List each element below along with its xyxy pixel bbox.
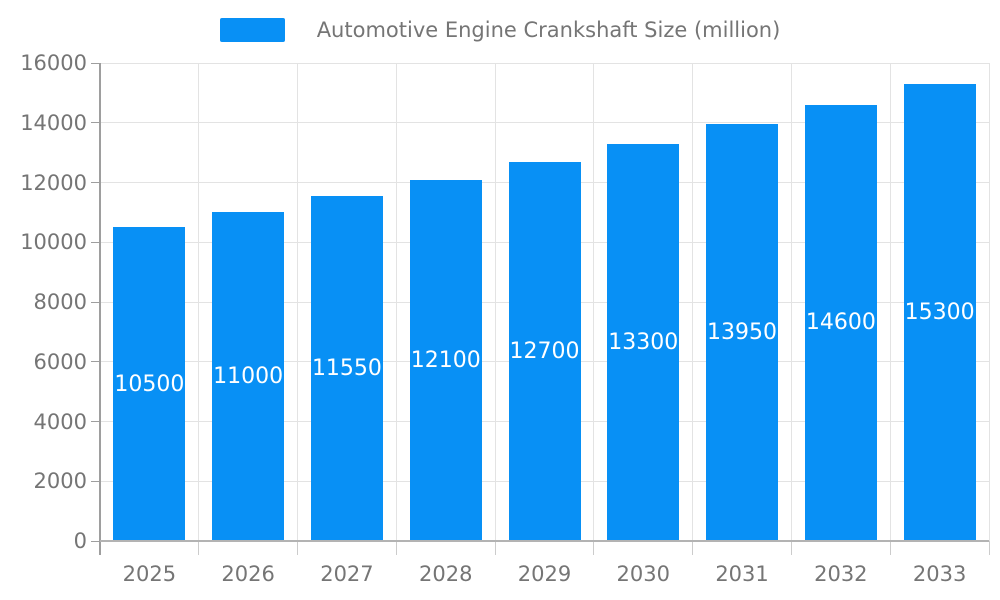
x-axis-tick-label: 2032 xyxy=(814,562,868,586)
bar-2026[interactable]: 11000 xyxy=(212,212,285,541)
y-axis-tick xyxy=(91,62,100,64)
bar-2028[interactable]: 12100 xyxy=(409,179,482,541)
y-axis-tick-label: 2000 xyxy=(33,469,87,494)
grid-line-horizontal xyxy=(100,122,989,124)
y-axis-tick-label: 8000 xyxy=(33,290,87,314)
x-axis-tick xyxy=(494,541,496,555)
y-axis-tick-label: 14000 xyxy=(20,110,87,135)
x-axis-tick-label: 2029 xyxy=(517,562,572,586)
grid-line-vertical xyxy=(692,63,694,541)
bar-value-label: 12700 xyxy=(509,338,580,364)
x-axis-tick-label: 2025 xyxy=(122,562,177,586)
x-axis-line xyxy=(100,540,989,542)
y-axis-tick xyxy=(91,182,100,183)
grid-line-vertical xyxy=(494,63,496,541)
bar-value-label: 13950 xyxy=(707,320,778,346)
x-axis-tick xyxy=(297,541,299,555)
bar-2027[interactable]: 11550 xyxy=(310,195,383,541)
x-axis-tick xyxy=(889,541,891,555)
bar-value-label: 11000 xyxy=(213,364,284,390)
y-axis-tick-label: 4000 xyxy=(33,409,87,434)
bar-value-label: 12100 xyxy=(410,347,481,373)
y-axis-line xyxy=(99,63,101,555)
bar-value-label: 15300 xyxy=(904,299,975,325)
legend: Automotive Engine Crankshaft Size (milli… xyxy=(0,18,1000,42)
x-axis-tick-label: 2033 xyxy=(912,562,967,586)
grid-line-vertical xyxy=(198,63,200,541)
x-axis-tick-label: 2031 xyxy=(715,562,769,586)
y-axis-tick-label: 0 xyxy=(73,529,87,553)
y-axis-tick xyxy=(91,301,100,303)
x-axis-tick xyxy=(593,541,595,555)
bar-value-label: 10500 xyxy=(114,371,185,397)
y-axis-tick-label: 6000 xyxy=(33,349,87,374)
bar-2025[interactable]: 10500 xyxy=(113,227,186,541)
bar-2031[interactable]: 13950 xyxy=(706,124,779,541)
grid-line-vertical xyxy=(790,63,792,541)
y-axis-tick xyxy=(91,421,100,422)
y-axis-tick xyxy=(91,361,100,363)
x-axis-tick xyxy=(988,541,990,555)
bar-2033[interactable]: 15300 xyxy=(903,83,976,541)
bar-2029[interactable]: 12700 xyxy=(508,161,581,541)
bar-value-label: 13300 xyxy=(608,329,679,355)
grid-line-vertical xyxy=(395,63,397,541)
grid-line-vertical xyxy=(297,63,299,541)
bar-2032[interactable]: 14600 xyxy=(804,104,877,541)
x-axis-tick xyxy=(790,541,792,555)
y-axis-tick xyxy=(91,540,100,542)
legend-item[interactable]: Automotive Engine Crankshaft Size (milli… xyxy=(219,18,781,42)
x-axis-tick xyxy=(692,541,694,555)
y-axis-tick-label: 16000 xyxy=(20,51,87,75)
y-axis-tick-label: 12000 xyxy=(20,170,87,195)
x-axis-tick xyxy=(395,541,397,555)
grid-line-vertical xyxy=(593,63,595,541)
x-axis-tick-label: 2030 xyxy=(616,562,670,586)
bar-2030[interactable]: 13300 xyxy=(607,143,680,541)
grid-line-horizontal xyxy=(100,62,989,64)
legend-label: Automotive Engine Crankshaft Size (milli… xyxy=(316,18,781,42)
x-axis-tick xyxy=(198,541,200,555)
y-axis-tick xyxy=(91,122,100,124)
y-axis-tick xyxy=(91,480,100,482)
bar-value-label: 14600 xyxy=(805,310,876,336)
bar-value-label: 11550 xyxy=(311,355,382,381)
grid-line-vertical xyxy=(988,63,990,541)
y-axis-tick xyxy=(91,241,100,243)
x-axis-tick-label: 2027 xyxy=(320,562,374,586)
legend-swatch xyxy=(219,18,285,42)
x-axis-tick-label: 2028 xyxy=(418,562,473,586)
y-axis-tick-label: 10000 xyxy=(20,230,87,255)
grid-line-vertical xyxy=(889,63,891,541)
x-axis-tick-label: 2026 xyxy=(221,562,275,586)
